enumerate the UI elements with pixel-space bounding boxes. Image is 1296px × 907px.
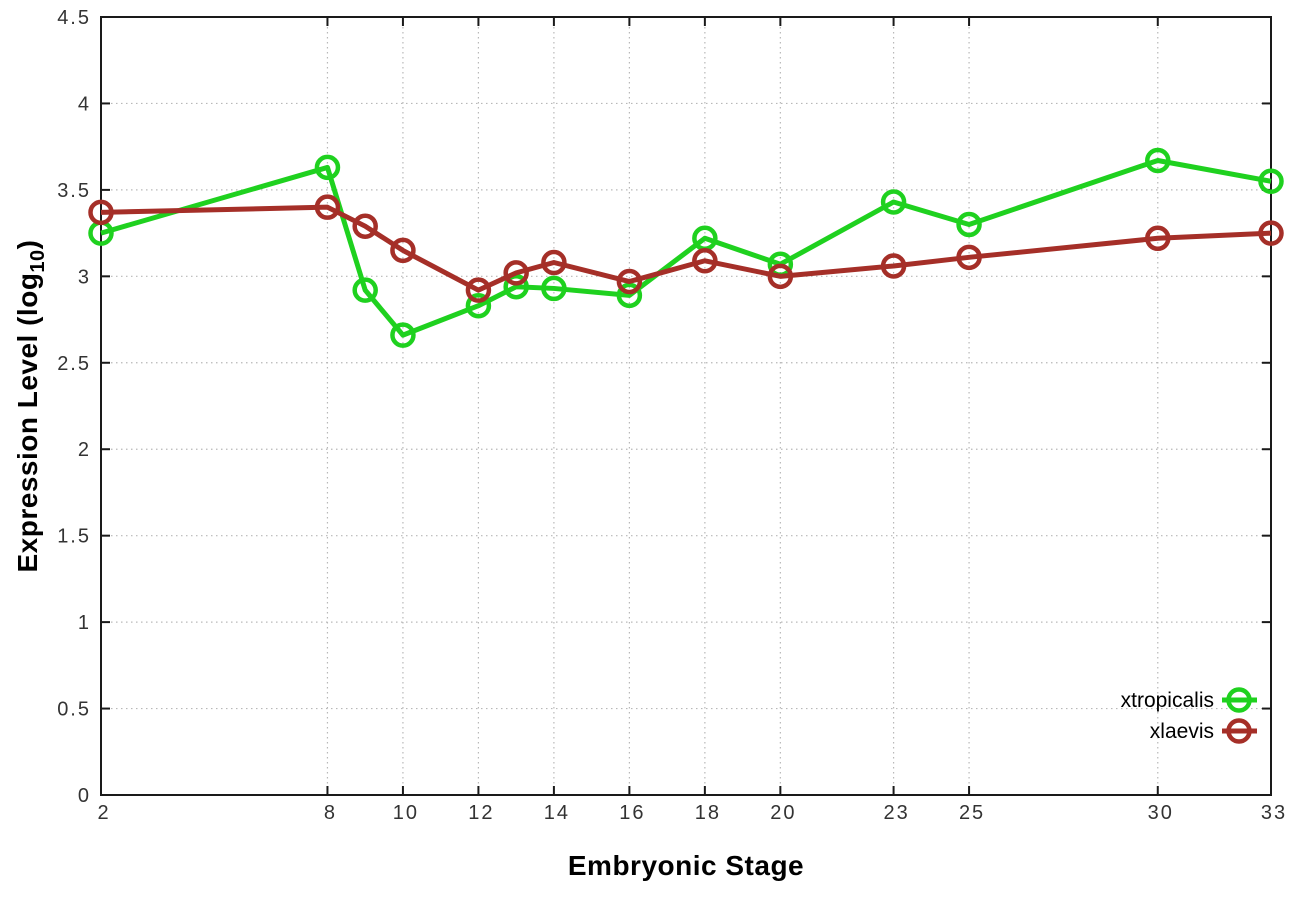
series-xtropicalis-marker-stage-14 <box>541 275 567 302</box>
x-tick-label-23: 23 <box>883 802 909 824</box>
series-xlaevis-marker-stage-2 <box>88 199 114 226</box>
series-xlaevis-marker-stage-16 <box>616 268 643 295</box>
x-tick-label-8: 8 <box>324 802 337 824</box>
y-axis-title: Expression Level (log10) <box>12 240 50 573</box>
x-tick-label-33: 33 <box>1261 802 1287 824</box>
plot-border <box>100 16 1272 796</box>
x-tick-label-12: 12 <box>468 802 494 824</box>
series-xlaevis-marker-stage-10 <box>390 237 416 264</box>
series-xtropicalis-marker-stage-33 <box>1258 168 1284 194</box>
x-tick-label-30: 30 <box>1148 802 1174 824</box>
series-xlaevis-marker-stage-8 <box>314 194 341 220</box>
y-tick-label-4.5: 4.5 <box>57 7 91 29</box>
series-xtropicalis-marker-stage-9 <box>352 277 378 303</box>
series-xlaevis-marker-stage-33 <box>1258 220 1284 246</box>
series-xlaevis-marker-stage-25 <box>956 244 982 271</box>
y-tick-label-4: 4 <box>78 93 91 115</box>
x-tick-label-18: 18 <box>695 802 721 824</box>
legend-label-xlaevis: xlaevis <box>1150 720 1214 743</box>
x-tick-label-2: 2 <box>97 802 110 824</box>
y-tick-label-3: 3 <box>78 266 91 288</box>
y-axis-title-subscript: 10 <box>26 249 49 273</box>
legend-label-xtropicalis: xtropicalis <box>1121 689 1214 712</box>
series-xlaevis-marker-stage-14 <box>541 249 567 276</box>
legend-sample-marker-xtropicalis <box>1226 687 1252 713</box>
series-xlaevis-marker-stage-20 <box>767 263 794 290</box>
y-tick-label-2: 2 <box>78 439 91 461</box>
x-tick-label-10: 10 <box>393 802 419 824</box>
series-xlaevis-marker-stage-12 <box>465 277 492 303</box>
y-tick-label-2.5: 2.5 <box>57 353 91 375</box>
series-xtropicalis-marker-stage-13 <box>503 273 529 300</box>
series-xtropicalis-marker-stage-23 <box>880 189 907 215</box>
x-tick-label-14: 14 <box>544 802 570 824</box>
series-xtropicalis-marker-stage-16 <box>616 282 643 309</box>
y-axis-title-text: Expression Level (log <box>12 272 44 573</box>
y-tick-label-1: 1 <box>78 612 91 634</box>
y-axis-title-paren: ) <box>12 239 44 250</box>
series-xlaevis-marker-stage-23 <box>880 253 907 279</box>
series-xlaevis-marker-stage-9 <box>352 213 378 239</box>
series-xtropicalis-marker-stage-8 <box>314 154 341 181</box>
series-xtropicalis-marker-stage-12 <box>465 292 492 319</box>
series-xtropicalis-line <box>100 157 1272 338</box>
series-xtropicalis-marker-stage-10 <box>390 322 416 348</box>
series-xtropicalis-marker-stage-30 <box>1145 147 1171 174</box>
series-xlaevis-marker-stage-30 <box>1145 225 1171 252</box>
x-tick-label-16: 16 <box>619 802 645 824</box>
x-tick-label-20: 20 <box>770 802 796 824</box>
y-tick-label-0: 0 <box>78 785 91 807</box>
series-xlaevis-marker-stage-18 <box>692 248 718 274</box>
x-tick-label-25: 25 <box>959 802 985 824</box>
y-tick-label-1.5: 1.5 <box>57 526 91 548</box>
y-tick-label-3.5: 3.5 <box>57 180 91 202</box>
x-axis-title: Embryonic Stage <box>567 850 805 881</box>
y-tick-label-0.5: 0.5 <box>57 699 91 721</box>
legend-sample-marker-xlaevis <box>1226 718 1252 744</box>
series-xtropicalis-marker-stage-25 <box>956 211 982 238</box>
series-xlaevis-line <box>100 204 1272 293</box>
series-xlaevis-marker-stage-13 <box>503 260 529 286</box>
